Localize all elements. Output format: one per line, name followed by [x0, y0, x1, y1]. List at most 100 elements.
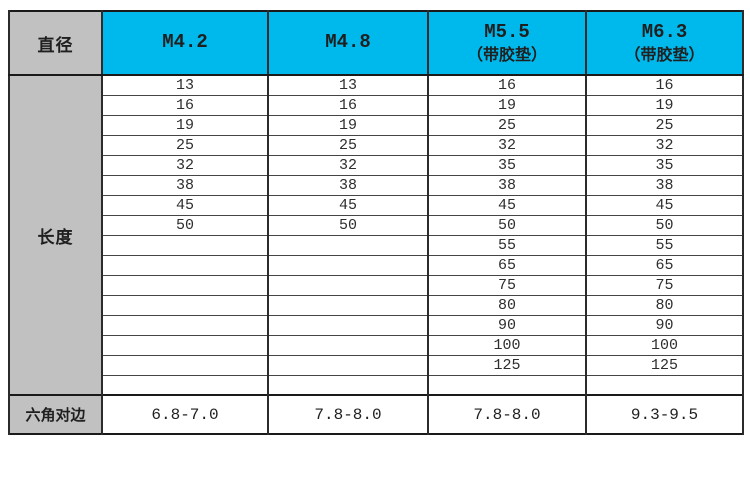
table-row: 100 100	[9, 334, 744, 356]
length-value-cell	[267, 254, 429, 276]
column-header-m4_8: M4.8	[267, 10, 429, 76]
length-value-cell	[101, 334, 269, 356]
length-value-cell: 35	[585, 154, 744, 176]
length-value-cell	[267, 334, 429, 356]
length-value-cell: 80	[427, 294, 587, 316]
table-row: 16 16 19 19	[9, 94, 744, 116]
screw-spec-page: 直径 M4.2 M4.8 M5.5 （带胶垫） M6.3 （带胶垫）	[0, 10, 750, 477]
length-value-cell	[585, 374, 744, 396]
length-value-cell	[101, 254, 269, 276]
table-row: 50 50 50 50	[9, 214, 744, 236]
length-value-cell: 25	[585, 114, 744, 136]
header-row: 直径 M4.2 M4.8 M5.5 （带胶垫） M6.3 （带胶垫）	[8, 10, 744, 76]
length-value-cell	[267, 234, 429, 256]
table-row: 80 80	[9, 294, 744, 316]
length-value-cell: 25	[267, 134, 429, 156]
length-value-cell	[267, 314, 429, 336]
length-value-cell: 80	[585, 294, 744, 316]
table-row: 38 38 38 38	[9, 174, 744, 196]
table-row: 125 125	[9, 354, 744, 376]
length-value-cell: 32	[585, 134, 744, 156]
length-value-cell: 90	[585, 314, 744, 336]
length-value-cell: 45	[427, 194, 587, 216]
column-name: M4.2	[162, 31, 208, 54]
column-header-m6_3: M6.3 （带胶垫）	[585, 10, 744, 76]
table-row: 长度 13 13 16 16	[8, 74, 744, 396]
length-value-cell	[427, 374, 587, 396]
column-header-m5_5: M5.5 （带胶垫）	[427, 10, 587, 76]
length-value-cell: 25	[427, 114, 587, 136]
hex-across-flats-label-cell: 六角对边	[8, 394, 103, 435]
length-value-cell	[101, 314, 269, 336]
length-value-cell: 38	[101, 174, 269, 196]
length-value-cell: 32	[427, 134, 587, 156]
length-value-cell: 65	[427, 254, 587, 276]
length-value-cell: 38	[585, 174, 744, 196]
length-value-cell: 45	[585, 194, 744, 216]
length-value-cell	[101, 294, 269, 316]
length-value-cell: 55	[427, 234, 587, 256]
length-label-cell: 长度	[8, 74, 103, 396]
length-value-cell: 16	[585, 74, 744, 96]
length-value-cell: 19	[267, 114, 429, 136]
length-value-cell: 13	[101, 74, 269, 96]
length-value-cell: 45	[267, 194, 429, 216]
length-value-cell: 50	[101, 214, 269, 236]
table-row: 90 90	[9, 314, 744, 336]
column-subtitle: （带胶垫）	[624, 44, 705, 64]
length-value-cell	[267, 294, 429, 316]
length-value-cell: 38	[267, 174, 429, 196]
length-value-cell: 32	[101, 154, 269, 176]
length-value-cell	[101, 274, 269, 296]
length-value-cell: 16	[267, 94, 429, 116]
length-value-cell	[267, 354, 429, 376]
column-name: M4.8	[325, 31, 371, 54]
length-value-cell: 25	[101, 134, 269, 156]
length-value-cell: 38	[427, 174, 587, 196]
length-value-cell: 16	[101, 94, 269, 116]
table-row: 32 32 35 35	[9, 154, 744, 176]
length-value-cell: 45	[101, 194, 269, 216]
length-value-cell: 65	[585, 254, 744, 276]
length-value-cell: 32	[267, 154, 429, 176]
length-value-cell	[101, 354, 269, 376]
table-row: 19 19 25 25	[9, 114, 744, 136]
length-value-cell: 50	[427, 214, 587, 236]
length-value-cell: 125	[585, 354, 744, 376]
length-value-cell: 35	[427, 154, 587, 176]
length-value-cell: 50	[585, 214, 744, 236]
column-header-m4_2: M4.2	[101, 10, 269, 76]
table-row: 65 65	[9, 254, 744, 276]
length-value-cell: 75	[585, 274, 744, 296]
column-name: M5.5	[484, 21, 530, 44]
table-row: 55 55	[9, 234, 744, 256]
diameter-header-cell: 直径	[8, 10, 103, 76]
screw-spec-table: 直径 M4.2 M4.8 M5.5 （带胶垫） M6.3 （带胶垫）	[8, 10, 744, 435]
footer-row: 六角对边 6.8-7.0 7.8-8.0 7.8-8.0 9.3-9.5	[8, 394, 744, 435]
length-value-cell: 16	[427, 74, 587, 96]
length-value-cell: 100	[427, 334, 587, 356]
length-value-cell: 55	[585, 234, 744, 256]
hex-across-flats-value-cell: 7.8-8.0	[267, 394, 429, 435]
length-value-cell: 90	[427, 314, 587, 336]
length-value-cell: 75	[427, 274, 587, 296]
table-row	[9, 374, 744, 396]
length-value-cell: 19	[101, 114, 269, 136]
length-value-cell	[101, 234, 269, 256]
hex-across-flats-value-cell: 7.8-8.0	[427, 394, 587, 435]
length-value-cell	[267, 274, 429, 296]
table-row: 25 25 32 32	[9, 134, 744, 156]
length-value-cell: 100	[585, 334, 744, 356]
length-value-cell	[267, 374, 429, 396]
length-value-cell: 19	[585, 94, 744, 116]
length-value-cell	[101, 374, 269, 396]
hex-across-flats-value-cell: 9.3-9.5	[585, 394, 744, 435]
column-name: M6.3	[641, 21, 688, 44]
table-row: 75 75	[9, 274, 744, 296]
column-subtitle: （带胶垫）	[466, 44, 547, 64]
length-value-cell: 19	[427, 94, 587, 116]
hex-across-flats-value-cell: 6.8-7.0	[101, 394, 269, 435]
table-row: 45 45 45 45	[9, 194, 744, 216]
length-value-cell: 125	[427, 354, 587, 376]
length-value-cell: 13	[267, 74, 429, 96]
